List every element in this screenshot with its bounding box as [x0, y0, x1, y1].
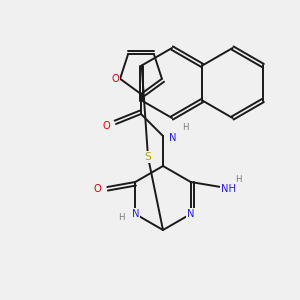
Text: O: O [93, 184, 101, 194]
Text: NH: NH [221, 184, 236, 194]
Text: H: H [182, 124, 188, 133]
Text: S: S [145, 152, 152, 162]
Text: N: N [169, 133, 177, 143]
Text: H: H [236, 175, 242, 184]
Text: O: O [102, 121, 110, 131]
Text: N: N [187, 209, 194, 219]
Text: O: O [111, 74, 119, 84]
Text: N: N [131, 209, 139, 219]
Text: H: H [118, 212, 124, 221]
